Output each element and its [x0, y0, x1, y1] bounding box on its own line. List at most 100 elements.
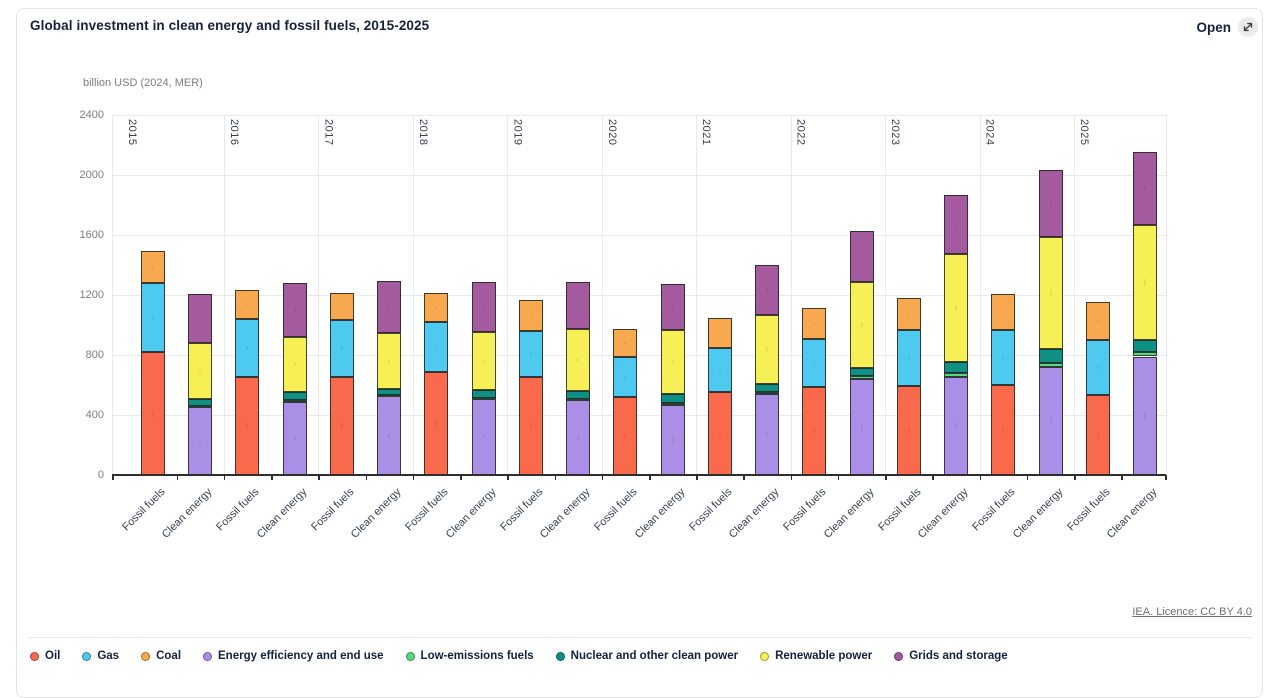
bar-segment-low-emissions-fuels[interactable]	[566, 398, 591, 401]
bar-segment-energy-efficiency-and-end-use[interactable]	[849, 379, 874, 475]
open-button[interactable]: Open	[1196, 17, 1258, 37]
bar-segment-oil[interactable]	[329, 376, 354, 475]
bar-segment-grids-and-storage[interactable]	[849, 230, 874, 283]
bar-segment-oil[interactable]	[896, 385, 921, 475]
bar-segment-energy-efficiency-and-end-use[interactable]	[566, 400, 591, 475]
bar-segment-gas[interactable]	[235, 319, 260, 377]
bar-segment-coal[interactable]	[141, 250, 165, 283]
bar-segment-energy-efficiency-and-end-use[interactable]	[282, 401, 307, 475]
legend-item-low-emissions-fuels[interactable]: Low-emissions fuels	[405, 650, 534, 662]
bar-segment-grids-and-storage[interactable]	[282, 283, 307, 337]
bar-segment-nuclear-and-other-clean-power[interactable]	[1038, 349, 1063, 363]
bar-segment-low-emissions-fuels[interactable]	[849, 376, 874, 379]
legend-item-grids-and-storage[interactable]: Grids and storage	[894, 650, 1008, 662]
bar-segment-low-emissions-fuels[interactable]	[755, 392, 780, 395]
bar-segment-nuclear-and-other-clean-power[interactable]	[660, 394, 685, 403]
legend-item-gas[interactable]: Gas	[82, 650, 119, 662]
bar-segment-grids-and-storage[interactable]	[471, 282, 496, 332]
bar-segment-nuclear-and-other-clean-power[interactable]	[282, 392, 307, 401]
bar-segment-coal[interactable]	[424, 292, 449, 322]
bar-segment-energy-efficiency-and-end-use[interactable]	[188, 406, 213, 475]
bar-segment-gas[interactable]	[1085, 340, 1110, 395]
bar-segment-nuclear-and-other-clean-power[interactable]	[755, 383, 780, 393]
legend-item-oil[interactable]: Oil	[30, 650, 60, 662]
bar-segment-energy-efficiency-and-end-use[interactable]	[471, 399, 496, 475]
bar-segment-oil[interactable]	[235, 376, 260, 475]
bar-segment-coal[interactable]	[518, 300, 543, 331]
bar-segment-gas[interactable]	[613, 357, 638, 397]
bar-segment-coal[interactable]	[235, 289, 260, 319]
bar-segment-coal[interactable]	[896, 298, 921, 330]
bar-segment-grids-and-storage[interactable]	[377, 281, 402, 333]
bar-segment-coal[interactable]	[1085, 301, 1110, 340]
bar-segment-oil[interactable]	[991, 385, 1016, 475]
bar-segment-low-emissions-fuels[interactable]	[377, 395, 402, 398]
bar-segment-oil[interactable]	[613, 397, 638, 475]
bar-segment-low-emissions-fuels[interactable]	[471, 397, 496, 400]
bar-segment-nuclear-and-other-clean-power[interactable]	[188, 398, 213, 406]
bar-segment-low-emissions-fuels[interactable]	[660, 403, 685, 405]
bar-segment-grids-and-storage[interactable]	[188, 293, 213, 343]
bar-segment-coal[interactable]	[329, 292, 354, 320]
bar-segment-nuclear-and-other-clean-power[interactable]	[1133, 339, 1157, 353]
bar-segment-gas[interactable]	[518, 331, 543, 377]
bar-segment-nuclear-and-other-clean-power[interactable]	[471, 390, 496, 398]
bar-segment-coal[interactable]	[613, 328, 638, 358]
bar-segment-renewable-power[interactable]	[849, 282, 874, 368]
bar-segment-energy-efficiency-and-end-use[interactable]	[1133, 356, 1157, 475]
bar-segment-renewable-power[interactable]	[282, 336, 307, 393]
legend-item-renewable-power[interactable]: Renewable power	[760, 650, 872, 662]
bar-segment-grids-and-storage[interactable]	[566, 281, 591, 330]
bar-segment-energy-efficiency-and-end-use[interactable]	[944, 376, 969, 475]
bar-segment-coal[interactable]	[991, 294, 1016, 331]
expand-icon[interactable]	[1238, 17, 1258, 37]
bar-segment-gas[interactable]	[896, 329, 921, 386]
bar-segment-renewable-power[interactable]	[566, 329, 591, 391]
bar-segment-renewable-power[interactable]	[944, 253, 969, 362]
bar-segment-gas[interactable]	[707, 347, 732, 392]
bar-segment-renewable-power[interactable]	[1038, 236, 1063, 350]
bar-segment-oil[interactable]	[707, 391, 732, 475]
bar-segment-gas[interactable]	[802, 339, 827, 387]
bar-segment-gas[interactable]	[329, 319, 354, 377]
bar-segment-renewable-power[interactable]	[377, 332, 402, 390]
bar-segment-gas[interactable]	[991, 330, 1016, 385]
bar-segment-nuclear-and-other-clean-power[interactable]	[377, 389, 402, 396]
bar-segment-energy-efficiency-and-end-use[interactable]	[1038, 367, 1063, 475]
bar-segment-low-emissions-fuels[interactable]	[188, 406, 213, 408]
bar-segment-oil[interactable]	[802, 386, 827, 475]
bar-segment-low-emissions-fuels[interactable]	[944, 373, 969, 377]
source-licence-link[interactable]: IEA. Licence: CC BY 4.0	[1132, 606, 1252, 618]
bar-segment-renewable-power[interactable]	[471, 331, 496, 391]
bar-segment-gas[interactable]	[141, 283, 165, 352]
bar-segment-renewable-power[interactable]	[1133, 224, 1157, 340]
bar-segment-energy-efficiency-and-end-use[interactable]	[660, 404, 685, 475]
legend-item-coal[interactable]: Coal	[141, 650, 181, 662]
bar-segment-low-emissions-fuels[interactable]	[282, 400, 307, 403]
x-axis-tick	[601, 475, 604, 480]
bar-segment-grids-and-storage[interactable]	[755, 265, 780, 315]
bar-segment-gas[interactable]	[424, 322, 449, 373]
bar-segment-nuclear-and-other-clean-power[interactable]	[566, 390, 591, 399]
bar-segment-low-emissions-fuels[interactable]	[1038, 362, 1063, 367]
bar-segment-renewable-power[interactable]	[660, 329, 685, 394]
bar-segment-oil[interactable]	[141, 352, 165, 475]
bar-segment-coal[interactable]	[802, 307, 827, 340]
bar-segment-low-emissions-fuels[interactable]	[1133, 352, 1157, 357]
legend-item-nuclear-and-other-clean-power[interactable]: Nuclear and other clean power	[555, 650, 738, 662]
bar-segment-grids-and-storage[interactable]	[660, 283, 685, 330]
bar-segment-renewable-power[interactable]	[755, 314, 780, 384]
bar-segment-oil[interactable]	[518, 376, 543, 475]
bar-segment-nuclear-and-other-clean-power[interactable]	[849, 367, 874, 376]
bar-segment-grids-and-storage[interactable]	[1038, 170, 1063, 237]
bar-segment-coal[interactable]	[707, 318, 732, 348]
legend-item-energy-efficiency-and-end-use[interactable]: Energy efficiency and end use	[203, 650, 384, 662]
bar-segment-energy-efficiency-and-end-use[interactable]	[377, 396, 402, 475]
bar-segment-oil[interactable]	[424, 372, 449, 475]
bar-segment-energy-efficiency-and-end-use[interactable]	[755, 394, 780, 475]
bar-segment-oil[interactable]	[1085, 394, 1110, 475]
bar-segment-nuclear-and-other-clean-power[interactable]	[944, 361, 969, 374]
bar-segment-grids-and-storage[interactable]	[944, 195, 969, 254]
bar-segment-renewable-power[interactable]	[188, 343, 213, 399]
bar-segment-grids-and-storage[interactable]	[1133, 152, 1157, 225]
